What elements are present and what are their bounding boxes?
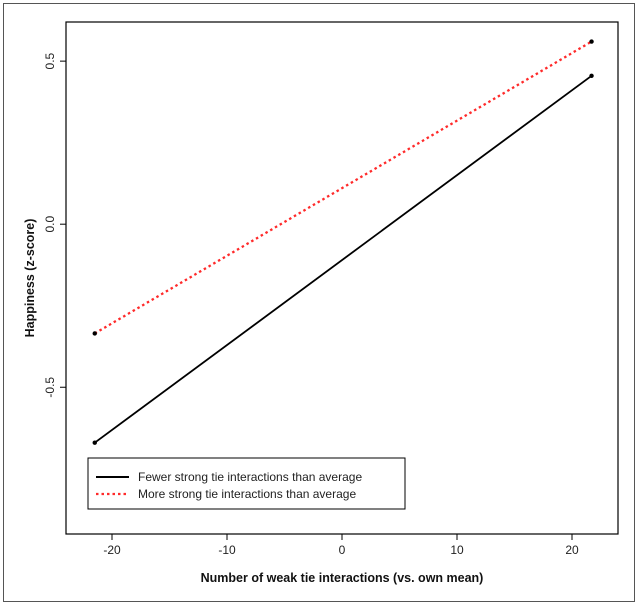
- x-tick-label-0: -20: [103, 543, 121, 557]
- legend-label-more: More strong tie interactions than averag…: [138, 487, 356, 501]
- x-axis: -20 -10 0 10 20: [103, 534, 579, 557]
- y-axis: -0.5 0.0 0.5: [43, 52, 66, 398]
- legend: Fewer strong tie interactions than avera…: [87, 457, 406, 510]
- series-1-point-0: [92, 331, 97, 336]
- x-tick-label-4: 20: [565, 543, 579, 557]
- x-tick-label-3: 10: [450, 543, 464, 557]
- y-axis-title: Happiness (z-score): [23, 219, 37, 338]
- series-0-point-0: [92, 440, 97, 445]
- series-line-1: [94, 40, 593, 335]
- x-tick-label-1: -10: [218, 543, 236, 557]
- y-tick-label-0: -0.5: [43, 377, 57, 398]
- y-tick-label-2: 0.5: [43, 52, 57, 69]
- series-layer: [92, 39, 594, 445]
- legend-label-fewer: Fewer strong tie interactions than avera…: [138, 470, 362, 484]
- y-tick-label-1: 0.0: [43, 216, 57, 233]
- series-0-point-1: [589, 73, 594, 79]
- x-tick-label-2: 0: [339, 543, 346, 557]
- legend-box: [87, 457, 406, 510]
- series-1-point-1: [589, 39, 594, 44]
- x-axis-title: Number of weak tie interactions (vs. own…: [201, 571, 484, 585]
- plot-area-border: [65, 21, 619, 535]
- series-line-0: [94, 75, 593, 444]
